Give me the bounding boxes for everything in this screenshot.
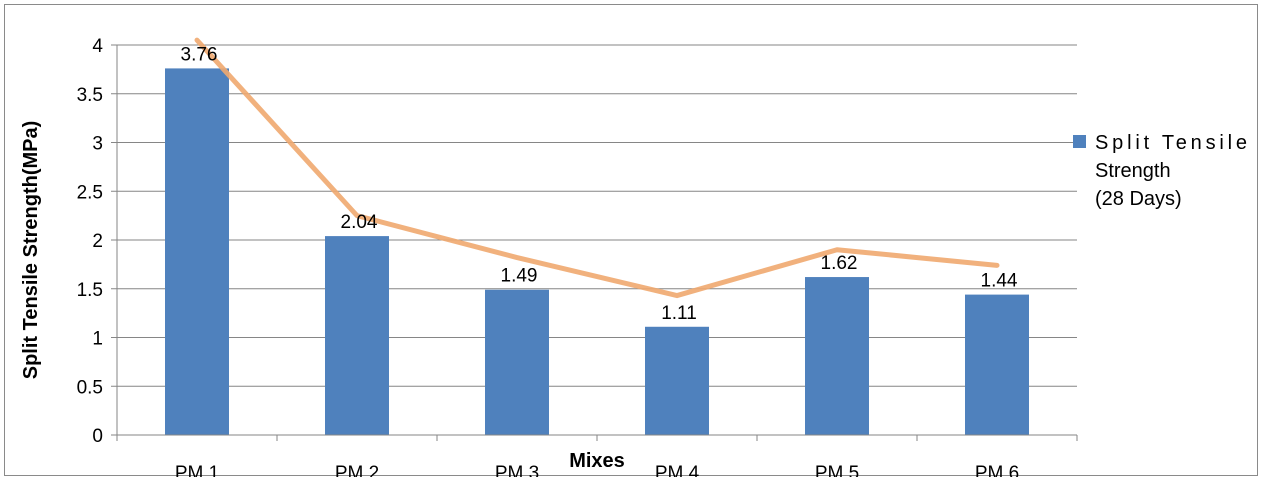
y-tick-label: 1	[92, 329, 103, 350]
data-label: 1.44	[981, 271, 1018, 292]
x-tick-label: PM 6	[975, 463, 1019, 477]
data-label: 1.49	[501, 266, 538, 287]
x-tick-label: PM 2	[335, 463, 379, 477]
y-tick-label: 3.5	[77, 85, 103, 106]
y-tick-label: 2.5	[77, 182, 103, 203]
y-tick-label: 3	[92, 134, 103, 155]
trend-line-layer	[194, 37, 1000, 299]
x-tick-label: PM 3	[495, 463, 539, 477]
legend-label: (28 Days)	[1095, 188, 1182, 210]
x-tick-label: PM 1	[175, 463, 219, 477]
bar	[325, 236, 389, 435]
y-axis-title: Split Tensile Strength(MPa)	[20, 121, 42, 380]
chart-frame: 0 0.5 1 1.5 2 2.5 3 3.5 4 PM 1 PM 2 PM 3 PM 4 PM 5 PM …	[4, 4, 1258, 477]
data-labels: 3.76 2.04 1.49 1.11 1.62 1.44	[181, 44, 1018, 323]
chart-svg: 0 0.5 1 1.5 2 2.5 3 3.5 4 PM 1 PM 2 PM 3 PM 4 PM 5 PM …	[20, 36, 1247, 477]
x-axis-title: Mixes	[569, 450, 625, 472]
data-label: 2.04	[341, 212, 378, 233]
bar	[645, 326, 709, 435]
bar	[165, 68, 229, 436]
y-tick-label: 1.5	[77, 280, 103, 301]
bar-series	[165, 68, 1029, 436]
bar	[965, 294, 1029, 435]
legend-label: Split Tensile	[1095, 132, 1247, 154]
x-tick-label: PM 4	[655, 463, 700, 477]
y-tick-label: 0.5	[77, 377, 103, 398]
y-tick-label: 4	[92, 36, 103, 57]
bar	[805, 277, 869, 435]
data-label: 1.11	[661, 303, 697, 324]
trend-line	[194, 37, 1000, 299]
data-label: 1.62	[821, 253, 858, 274]
y-tick-label: 2	[92, 231, 103, 252]
legend-label: Strength	[1095, 160, 1171, 182]
x-tick-label: PM 5	[815, 463, 859, 477]
data-label: 3.76	[181, 44, 218, 65]
axes: 0 0.5 1 1.5 2 2.5 3 3.5 4 PM 1 PM 2 PM 3 PM 4 PM 5 PM …	[77, 36, 1078, 477]
legend-swatch	[1073, 135, 1086, 148]
y-tick-label: 0	[92, 426, 103, 447]
gridlines	[117, 44, 1077, 387]
bar	[485, 289, 549, 435]
legend: Split Tensile Strength (28 Days)	[1073, 132, 1247, 210]
